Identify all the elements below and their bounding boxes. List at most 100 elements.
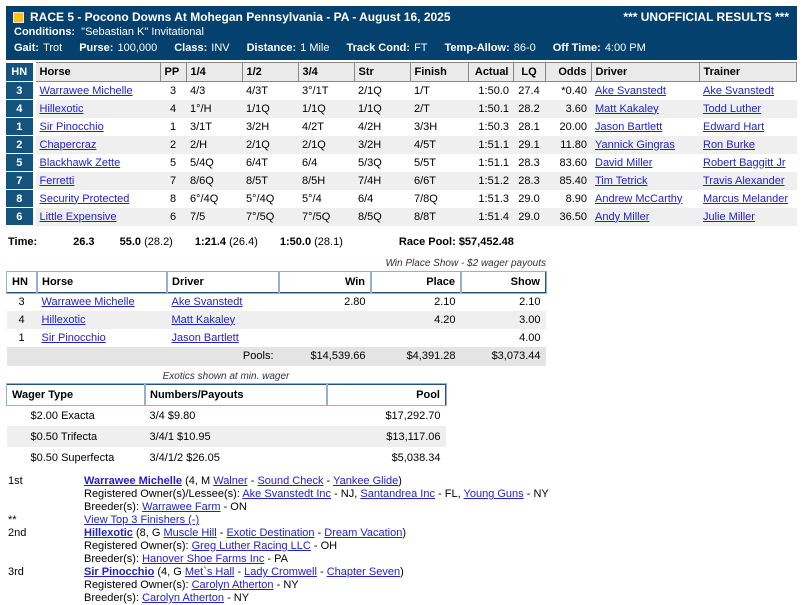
horse-link[interactable]: Hillexotic (84, 527, 133, 539)
trainer-cell: Robert Baggitt Jr (699, 154, 797, 172)
race-info-pair: Track Cond:FT (346, 42, 427, 54)
exotics-col-pool: Pool (327, 384, 446, 405)
trainer-cell: Todd Luther (699, 100, 797, 118)
owner-link[interactable]: Carolyn Atherton (192, 579, 274, 591)
pp-cell: 2 (160, 136, 186, 154)
trainer-link[interactable]: Travis Alexander (703, 175, 785, 187)
wps-horse-cell: Sir Pinocchio (37, 329, 167, 347)
horse-link[interactable]: Hillexotic (40, 103, 84, 115)
half-cell: 2/1Q (242, 136, 298, 154)
driver-link[interactable]: Matt Kakaley (595, 103, 659, 115)
wps-driver-cell: Matt Kakaley (167, 311, 279, 329)
finish-cell: 1/T (410, 82, 468, 100)
horse-link[interactable]: Sir Pinocchio (84, 566, 154, 578)
trainer-link[interactable]: Julie Miller (703, 211, 755, 223)
age-sex: (8, G (136, 527, 160, 539)
time-value: 1:50.0 (280, 236, 311, 248)
owner-link[interactable]: Young Guns (464, 488, 524, 500)
owner-link[interactable]: Santandrea Inc (360, 488, 435, 500)
pp-cell: 3 (160, 82, 186, 100)
driver-link[interactable]: Andy Miller (595, 211, 649, 223)
horse-link[interactable]: Warrawee Michelle (42, 296, 135, 308)
horse-link[interactable]: Blackhawk Zette (40, 157, 121, 169)
pedigree-link[interactable]: Lady Cromwell (244, 566, 317, 578)
trainer-link[interactable]: Ron Burke (703, 139, 755, 151)
pedigree-link[interactable]: Walner (213, 475, 247, 487)
owner-line: Registered Owner(s): Carolyn Atherton - … (84, 579, 797, 591)
driver-cell: Matt Kakaley (591, 100, 699, 118)
trainer-cell: Julie Miller (699, 208, 797, 226)
threequarter-cell: 7°/5Q (298, 208, 354, 226)
wps-show-cell: 2.10 (461, 293, 546, 311)
driver-link[interactable]: Andrew McCarthy (595, 193, 682, 205)
pedigree-link[interactable]: Dream Vacation (324, 527, 402, 539)
lq-cell: 28.3 (513, 172, 545, 190)
wps-col-hn: HN (7, 272, 37, 293)
breeder-link[interactable]: Warrawee Farm (142, 501, 220, 513)
pedigree-link[interactable]: Yankee Glide (333, 475, 398, 487)
owner-line: Registered Owner(s): Greg Luther Racing … (84, 540, 797, 552)
breeder-link[interactable]: Hanover Shoe Farms Inc (142, 553, 264, 565)
race-info-value: Trot (43, 42, 62, 54)
driver-link[interactable]: Ake Svanstedt (595, 85, 666, 97)
owner-link[interactable]: Greg Luther Racing LLC (192, 540, 311, 552)
horse-link[interactable]: Sir Pinocchio (42, 332, 106, 344)
half-cell: 4/3T (242, 82, 298, 100)
driver-link[interactable]: Jason Bartlett (595, 121, 662, 133)
pedigree-link[interactable]: Muscle Hill (163, 527, 216, 539)
wps-col-place: Place (371, 272, 461, 293)
trainer-link[interactable]: Robert Baggitt Jr (703, 157, 786, 169)
pedigree-link[interactable]: Chapter Seven (327, 566, 400, 578)
race-info-row: Gait:TrotPurse:100,000Class:INVDistance:… (14, 40, 789, 56)
actual-time-cell: 1:51.1 (468, 154, 513, 172)
pedigree-link[interactable]: Met`s Hall (185, 566, 235, 578)
finish-cell: 5/5T (410, 154, 468, 172)
odds-cell: 3.60 (545, 100, 591, 118)
conditions-value: "Sebastian K" Invitational (81, 26, 204, 38)
trainer-link[interactable]: Edward Hart (703, 121, 764, 133)
wps-hn-cell: 3 (7, 293, 37, 311)
wps-pools-row: Pools: $14,539.66 $4,391.28 $3,073.44 (7, 347, 546, 366)
driver-link[interactable]: Tim Tetrick (595, 175, 648, 187)
finish-cell: 2/T (410, 100, 468, 118)
threequarter-cell: 6/4 (298, 154, 354, 172)
stretch-cell: 5/3Q (354, 154, 410, 172)
trainer-link[interactable]: Ake Svanstedt (703, 85, 774, 97)
view-top3-link[interactable]: View Top 3 Finishers (-) (84, 514, 199, 526)
pedigree-link[interactable]: Sound Check (257, 475, 323, 487)
horse-link[interactable]: Hillexotic (42, 314, 86, 326)
pedigree-link[interactable]: Exotic Destination (226, 527, 314, 539)
horse-link[interactable]: Warrawee Michelle (40, 85, 133, 97)
trainer-cell: Ake Svanstedt (699, 82, 797, 100)
wps-horse-cell: Warrawee Michelle (37, 293, 167, 311)
race-info-value: 1 Mile (300, 42, 329, 54)
driver-link[interactable]: David Miller (595, 157, 652, 169)
actual-time-cell: 1:51.3 (468, 190, 513, 208)
race-info-label: Gait: (14, 42, 39, 54)
hn-badge: 4 (6, 100, 34, 118)
horse-link[interactable]: Chapercraz (40, 139, 97, 151)
driver-link[interactable]: Ake Svanstedt (172, 296, 243, 308)
horse-link[interactable]: Security Protected (40, 193, 130, 205)
stretch-cell: 4/2H (354, 118, 410, 136)
wps-place-cell: 4.20 (371, 311, 461, 329)
quarter1-cell: 6°/4Q (186, 190, 242, 208)
driver-link[interactable]: Jason Bartlett (172, 332, 239, 344)
driver-link[interactable]: Yannick Gingras (595, 139, 675, 151)
driver-link[interactable]: Matt Kakaley (172, 314, 236, 326)
trainer-link[interactable]: Todd Luther (703, 103, 761, 115)
results-header-row: HN Horse PP 1/4 1/2 3/4 Str Finish Actua… (6, 63, 797, 82)
horse-link[interactable]: Sir Pinocchio (40, 121, 104, 133)
breeder-label: Breeder(s): (84, 501, 139, 513)
conditions-row: Conditions: "Sebastian K" Invitational (14, 25, 789, 40)
breeder-link[interactable]: Carolyn Atherton (142, 592, 224, 604)
horse-link[interactable]: Warrawee Michelle (84, 475, 182, 487)
horse-link[interactable]: Little Expensive (40, 211, 117, 223)
col-half: 1/2 (242, 63, 298, 82)
actual-time-cell: 1:51.1 (468, 136, 513, 154)
trainer-link[interactable]: Marcus Melander (703, 193, 788, 205)
wps-col-win: Win (279, 272, 371, 293)
horse-link[interactable]: Ferretti (40, 175, 75, 187)
owner-link[interactable]: Ake Svanstedt Inc (242, 488, 331, 500)
threequarter-cell: 8/5H (298, 172, 354, 190)
